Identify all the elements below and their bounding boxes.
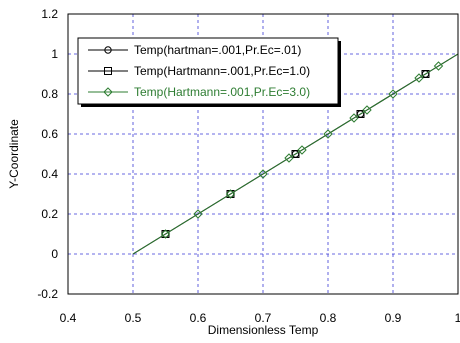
y-tick-label: 0.8 (41, 87, 58, 101)
series-3-point (225, 189, 236, 199)
y-tick-label: 0.2 (41, 207, 58, 221)
y-axis-label: Y-Coordinate (7, 119, 21, 189)
y-tick-label: 0.6 (41, 127, 58, 141)
series-2-point (421, 70, 430, 78)
legend-marker (104, 46, 112, 54)
series-2-point (356, 110, 365, 118)
tick-labels: 0.4 0.5 0.6 0.7 0.8 0.9 1 -0.2 0 0.2 0.4 0.6 0.8 1 1.2 (37, 7, 460, 325)
y-tick-label: -0.2 (37, 287, 58, 301)
x-tick-label: 0.4 (60, 311, 77, 325)
x-tick-label: 0.9 (385, 311, 402, 325)
x-axis-label: Dimensionless Temp (208, 323, 319, 337)
legend-label: Temp(hartman=.001,Pr.Ec=.01) (134, 43, 301, 57)
series-3-point (433, 61, 444, 71)
y-tick-label: 0.4 (41, 167, 58, 181)
series-3 (132, 53, 459, 255)
x-tick-label: 0.7 (255, 311, 272, 325)
legend-label: Temp(Hartmann=.001,Pr.Ec=3.0) (134, 85, 310, 99)
y-tick-label: 0 (51, 247, 58, 261)
series-3-point (323, 129, 333, 139)
y-tick-label: 1 (51, 47, 58, 61)
series-3-point (349, 113, 359, 123)
series-3-point (362, 105, 372, 115)
legend-marker (104, 67, 112, 75)
series-3-point (284, 153, 294, 163)
series-3-point (297, 145, 307, 155)
x-tick-label: 0.6 (190, 311, 207, 325)
series-layer (132, 53, 459, 255)
legend-label: Temp(Hartmann=.001,Pr.Ec=1.0) (134, 64, 310, 78)
series-3-point (160, 229, 171, 239)
series-2-point (291, 150, 300, 158)
plot-frame (67, 13, 459, 295)
x-tick-label: 1 (455, 311, 460, 325)
legend-marker (103, 87, 113, 97)
legend: Temp(hartman=.001,Pr.Ec=.01) Temp(Hartman… (77, 37, 341, 107)
series-3-line (132, 53, 459, 255)
series-3-point (414, 73, 424, 83)
x-tick-label: 0.8 (320, 311, 337, 325)
x-tick-label: 0.5 (125, 311, 142, 325)
series-3-point (388, 89, 398, 99)
series-3-point (258, 169, 268, 179)
y-tick-label: 1.2 (41, 7, 58, 21)
series-3-point (193, 209, 203, 219)
